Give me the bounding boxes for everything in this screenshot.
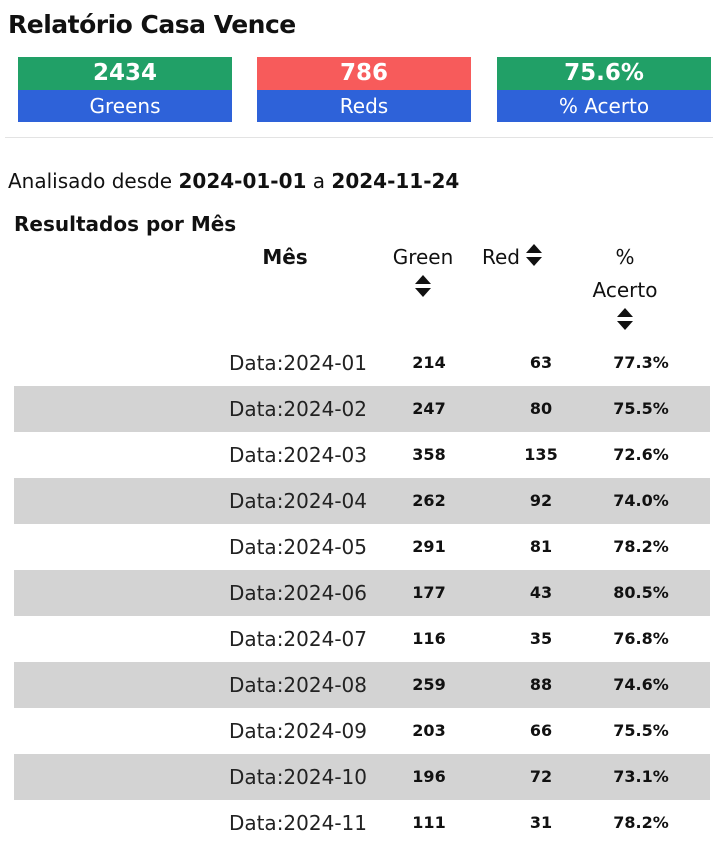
row-red: 88 [529, 675, 553, 694]
table-row: Data:2024-07 116 35 76.8% [14, 616, 710, 662]
row-month: Data:2024-03 [228, 443, 367, 467]
stat-accuracy-label: % Acerto [497, 90, 711, 122]
row-accuracy: 76.8% [613, 629, 669, 648]
divider [5, 137, 713, 138]
row-red: 63 [529, 353, 553, 372]
stats-panel: 2434 Greens 786 Reds 75.6% % Acerto [0, 57, 723, 127]
row-green: 116 [412, 629, 446, 648]
table-row: Data:2024-11 111 31 78.2% [14, 800, 710, 846]
row-month: Data:2024-10 [228, 765, 367, 789]
stat-accuracy-value: 75.6% [497, 57, 711, 90]
row-red: 43 [529, 583, 553, 602]
table-row: Data:2024-10 196 72 73.1% [14, 754, 710, 800]
row-month: Data:2024-07 [228, 627, 367, 651]
row-green: 214 [412, 353, 446, 372]
row-green: 247 [412, 399, 446, 418]
row-green: 203 [412, 721, 446, 740]
row-accuracy: 78.2% [613, 813, 669, 832]
row-accuracy: 77.3% [613, 353, 669, 372]
row-green: 262 [412, 491, 446, 510]
date-range-end: 2024-11-24 [331, 169, 460, 193]
row-accuracy: 75.5% [613, 399, 669, 418]
row-month: Data:2024-04 [228, 489, 367, 513]
stat-greens-label: Greens [18, 90, 232, 122]
header-green[interactable]: Green [384, 241, 462, 298]
row-month: Data:2024-08 [228, 673, 367, 697]
row-green: 259 [412, 675, 446, 694]
results-table: Data:2024-01 214 63 77.3% Data:2024-02 247 80 7… [14, 340, 710, 846]
row-green: 358 [412, 445, 446, 464]
row-accuracy: 75.5% [613, 721, 669, 740]
row-green: 177 [412, 583, 446, 602]
date-range-start: 2024-01-01 [178, 169, 307, 193]
row-accuracy: 74.6% [613, 675, 669, 694]
row-red: 31 [529, 813, 553, 832]
row-red: 135 [524, 445, 558, 464]
page-title: Relatório Casa Vence [8, 10, 296, 39]
row-month: Data:2024-05 [228, 535, 367, 559]
stat-reds: 786 Reds [257, 57, 471, 122]
table-row: Data:2024-08 259 88 74.6% [14, 662, 710, 708]
row-month: Data:2024-11 [228, 811, 367, 835]
table-row: Data:2024-01 214 63 77.3% [14, 340, 710, 386]
table-row: Data:2024-09 203 66 75.5% [14, 708, 710, 754]
row-month: Data:2024-02 [228, 397, 367, 421]
table-title: Resultados por Mês [14, 212, 237, 236]
stat-greens: 2434 Greens [18, 57, 232, 122]
row-month: Data:2024-09 [228, 719, 367, 743]
header-month-label: Mês [262, 245, 308, 269]
row-green: 196 [412, 767, 446, 786]
stat-reds-label: Reds [257, 90, 471, 122]
row-red: 81 [529, 537, 553, 556]
row-accuracy: 72.6% [613, 445, 669, 464]
header-red[interactable]: Red [482, 241, 564, 274]
row-accuracy: 78.2% [613, 537, 669, 556]
row-red: 35 [529, 629, 553, 648]
header-accuracy[interactable]: % Acerto [586, 241, 664, 331]
stat-accuracy: 75.6% % Acerto [497, 57, 711, 122]
sort-icon[interactable] [413, 274, 433, 298]
header-accuracy-line2: Acerto [592, 278, 658, 302]
date-range: Analisado desde 2024-01-01 a 2024-11-24 [8, 169, 459, 193]
row-month: Data:2024-01 [228, 351, 367, 375]
date-range-joiner: a [312, 169, 326, 193]
row-green: 111 [412, 813, 446, 832]
table-row: Data:2024-05 291 81 78.2% [14, 524, 710, 570]
header-accuracy-line1: % [615, 245, 635, 269]
stat-reds-value: 786 [257, 57, 471, 90]
table-row: Data:2024-03 358 135 72.6% [14, 432, 710, 478]
row-red: 66 [529, 721, 553, 740]
row-red: 80 [529, 399, 553, 418]
row-accuracy: 73.1% [613, 767, 669, 786]
header-month[interactable]: Mês [250, 241, 320, 274]
row-accuracy: 74.0% [613, 491, 669, 510]
row-month: Data:2024-06 [228, 581, 367, 605]
row-red: 72 [529, 767, 553, 786]
sort-icon[interactable] [524, 243, 544, 267]
row-red: 92 [529, 491, 553, 510]
table-row: Data:2024-04 262 92 74.0% [14, 478, 710, 524]
row-green: 291 [412, 537, 446, 556]
stat-greens-value: 2434 [18, 57, 232, 90]
row-accuracy: 80.5% [613, 583, 669, 602]
header-red-label: Red [482, 245, 520, 269]
table-row: Data:2024-02 247 80 75.5% [14, 386, 710, 432]
date-range-prefix: Analisado desde [8, 169, 173, 193]
table-row: Data:2024-06 177 43 80.5% [14, 570, 710, 616]
header-green-label: Green [392, 245, 454, 269]
sort-icon[interactable] [615, 307, 635, 331]
